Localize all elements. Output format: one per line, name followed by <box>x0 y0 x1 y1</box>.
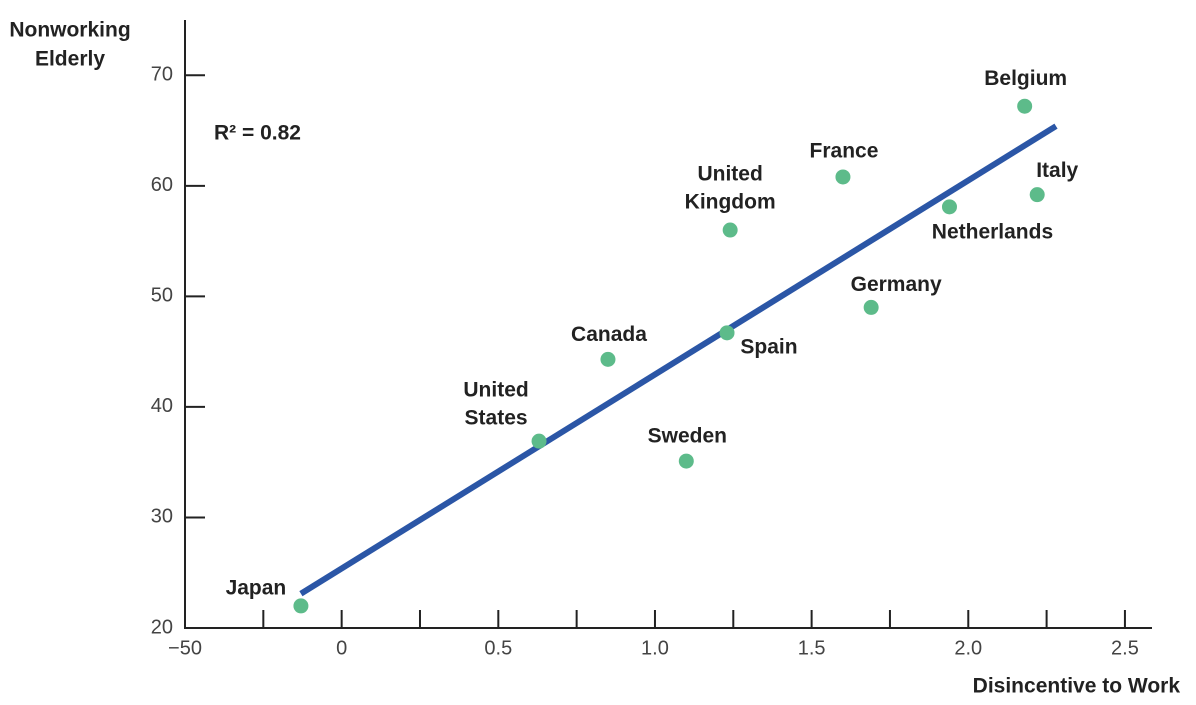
point-label: Japan <box>226 576 287 599</box>
y-tick-label: 40 <box>151 395 173 417</box>
point <box>1017 98 1033 114</box>
point-label: Canada <box>571 323 647 346</box>
point <box>719 325 735 341</box>
point <box>1029 187 1045 203</box>
point-label: United <box>463 379 528 402</box>
point-label: France <box>810 140 879 163</box>
point <box>531 433 547 449</box>
point-label: Italy <box>1036 159 1078 182</box>
y-tick-label: 70 <box>151 64 173 86</box>
y-tick-label: 20 <box>151 616 173 638</box>
point-label: Belgium <box>984 67 1067 90</box>
annotation: R² = 0.82 <box>214 122 301 145</box>
point <box>722 222 738 238</box>
point-label: Netherlands <box>932 220 1053 243</box>
point <box>293 598 309 614</box>
y-tick-label: 30 <box>151 506 173 528</box>
point-label: Sweden <box>648 425 727 448</box>
point <box>678 453 694 469</box>
x-tick-label: 1.5 <box>798 637 826 659</box>
x-tick-label: 2.0 <box>954 637 982 659</box>
y-axis-label: Elderly <box>35 48 105 71</box>
point-label: Spain <box>740 335 797 358</box>
point-label: United <box>697 163 762 186</box>
point-label: Germany <box>851 273 942 296</box>
x-tick-label: 1.0 <box>641 637 669 659</box>
point <box>600 351 616 367</box>
point <box>835 169 851 185</box>
y-tick-label: 50 <box>151 285 173 307</box>
y-tick-label: 60 <box>151 174 173 196</box>
point-label: Kingdom <box>685 191 776 214</box>
point <box>863 299 879 315</box>
y-axis-label: Nonworking <box>9 19 130 42</box>
x-tick-label: 2.5 <box>1111 637 1139 659</box>
point <box>941 199 957 215</box>
x-tick-label: −50 <box>168 637 202 659</box>
x-tick-label: 0 <box>336 637 347 659</box>
point-label: States <box>465 407 528 430</box>
trend-line <box>299 123 1058 597</box>
x-tick-label: 0.5 <box>484 637 512 659</box>
x-axis-label: Disincentive to Work <box>973 675 1181 698</box>
